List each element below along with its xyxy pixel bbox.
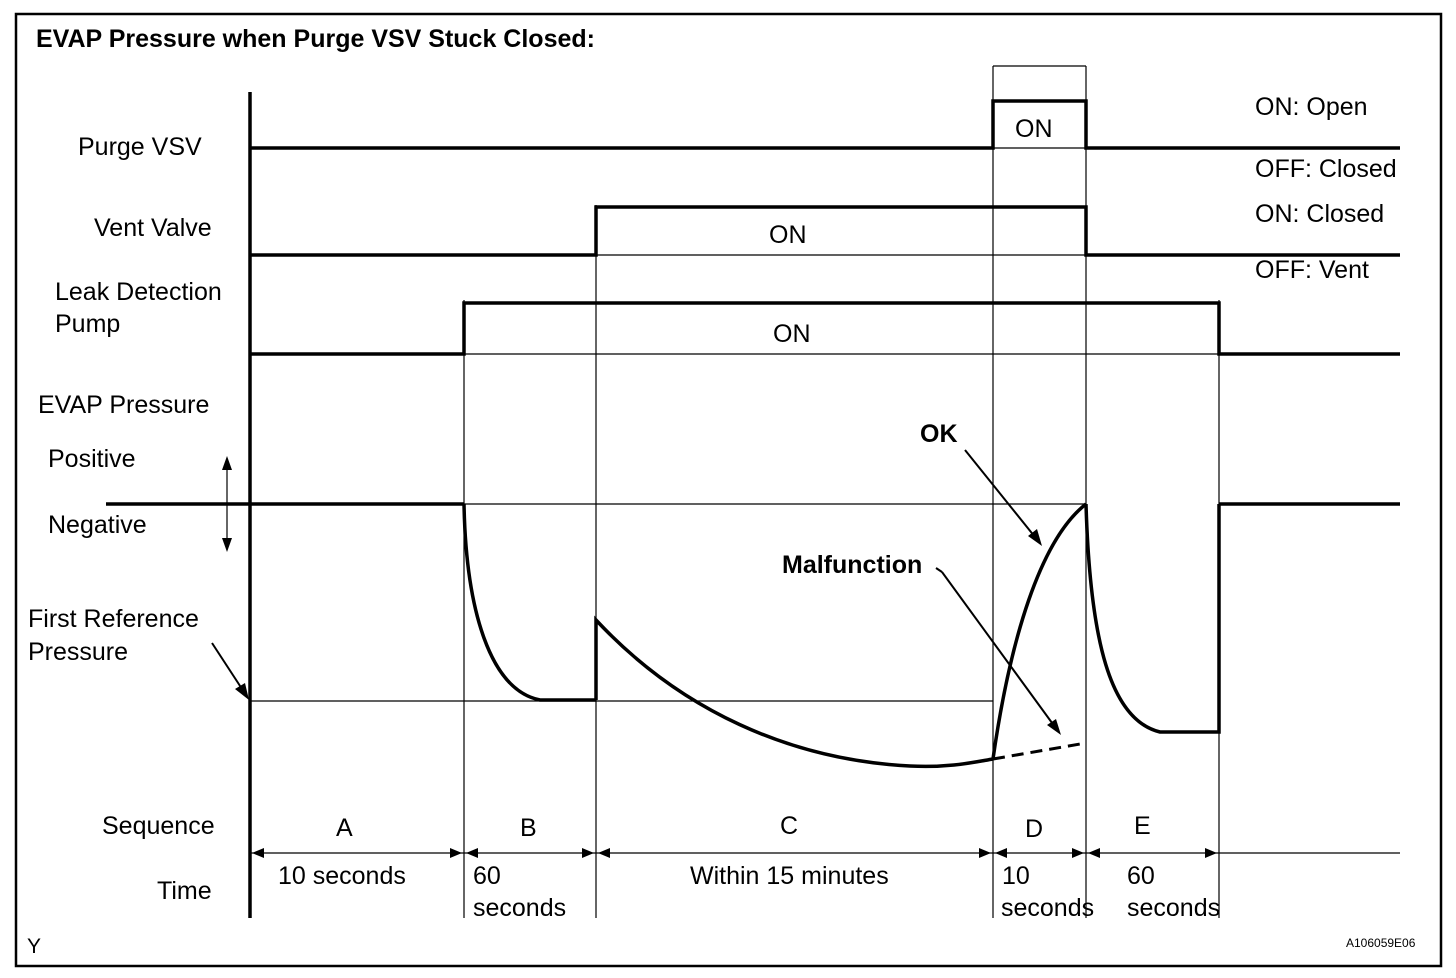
evap-pressure-label: EVAP Pressure [38,391,209,419]
time-b-1: 60 [473,862,501,890]
vent-on-state: ON: Closed [1255,200,1384,228]
first-ref-label-1: First Reference [28,605,199,633]
time-b-2: seconds [473,894,566,922]
diagram-title: EVAP Pressure when Purge VSV Stuck Close… [36,25,595,53]
time-e-2: seconds [1127,894,1220,922]
vent-valve-signal [250,205,1400,257]
negative-label: Negative [48,511,147,539]
pump-on-label: ON [773,320,811,348]
leak-pump-label-2: Pump [55,310,120,338]
vent-on-label: ON [769,221,807,249]
sequence-label: Sequence [102,812,215,840]
sequence-c: C [780,812,798,840]
malfunction-arrow [935,567,1061,735]
time-arrows [252,848,1217,858]
sequence-a: A [336,814,353,842]
purge-off-state: OFF: Closed [1255,155,1397,183]
first-reference-arrow [211,642,249,700]
leak-pump-label-1: Leak Detection [55,278,222,306]
sequence-b: B [520,814,537,842]
time-d-2: seconds [1001,894,1094,922]
purge-on-label: ON [1015,115,1053,143]
purge-vsv-label: Purge VSV [78,133,202,161]
purge-on-state: ON: Open [1255,93,1368,121]
vent-valve-label: Vent Valve [94,214,212,242]
purge-vsv-signal [250,99,1400,150]
figure-id: A106059E06 [1346,936,1416,950]
time-a: 10 seconds [278,862,406,890]
sequence-dividers [463,65,1220,918]
evap-pressure-curve [462,502,1221,769]
corner-mark: Y [27,935,41,958]
diagram-border [14,12,1443,968]
positive-label: Positive [48,445,136,473]
malfunction-annotation: Malfunction [782,551,922,579]
first-ref-label-2: Pressure [28,638,128,666]
time-c: Within 15 minutes [690,862,889,890]
time-label: Time [157,877,212,905]
ok-annotation: OK [920,420,958,448]
sequence-d: D [1025,815,1043,843]
ok-arrow [964,449,1042,546]
vent-off-state: OFF: Vent [1255,256,1369,284]
time-e-1: 60 [1127,862,1155,890]
time-d-1: 10 [1002,862,1030,890]
sequence-e: E [1134,812,1151,840]
leak-pump-signal [250,301,1400,356]
